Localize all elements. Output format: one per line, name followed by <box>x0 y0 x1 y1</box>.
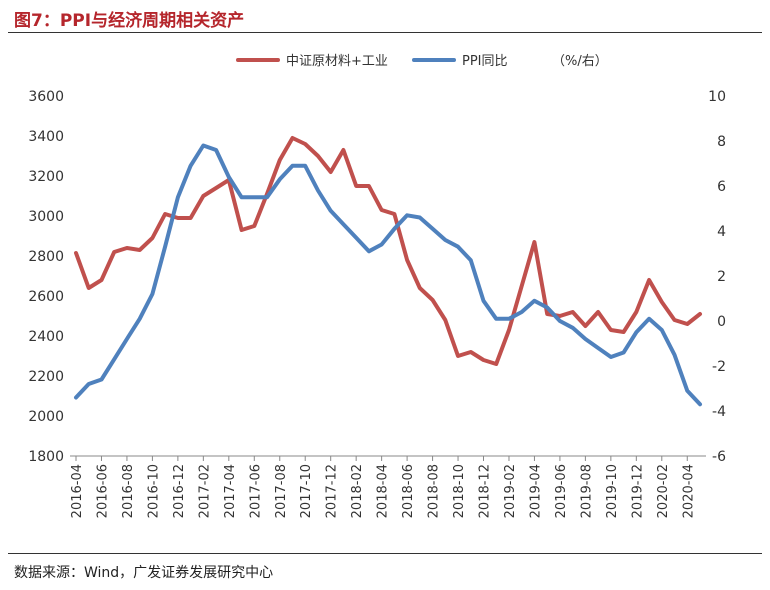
legend: 中证原材料+工业 PPI同比 （%/右） <box>236 54 608 69</box>
x-tick-label: 2019-08 <box>579 464 594 518</box>
x-tick-label: 2017-12 <box>325 464 340 518</box>
chart-title: 图7：PPI与经济周期相关资产 <box>14 11 245 31</box>
y-right-tick-label: -4 <box>712 404 726 420</box>
y-right-tick-label: 4 <box>717 224 726 240</box>
y-right-tick-label: 2 <box>717 269 726 285</box>
x-tick-label: 2020-04 <box>681 464 696 518</box>
x-tick-label: 2017-08 <box>274 464 289 518</box>
y-left-tick-label: 2400 <box>28 329 64 345</box>
x-tick-label: 2018-12 <box>478 464 493 518</box>
x-tick-label: 2016-04 <box>70 464 85 518</box>
series-lines <box>74 136 702 407</box>
series-line-2 <box>74 143 702 407</box>
bottom-rule <box>8 553 762 554</box>
y-left-tick-label: 2200 <box>28 369 64 385</box>
x-tick-label: 2017-04 <box>223 464 238 518</box>
x-tick-label: 2018-04 <box>376 464 391 518</box>
y-left-tick-label: 3200 <box>28 169 64 185</box>
x-tick-label: 2019-04 <box>528 464 543 518</box>
data-source: 数据来源：Wind，广发证券发展研究中心 <box>14 565 274 581</box>
axes: 1800 2000 2200 2400 2600 2800 3000 3200 3400 3600… <box>28 89 726 518</box>
top-rule <box>8 32 762 33</box>
x-tick-label: 2018-08 <box>427 464 442 518</box>
y-right-tick-label: 0 <box>717 314 726 330</box>
y-right-tick-label: 8 <box>717 134 726 150</box>
y-left-tick-label: 2600 <box>28 289 64 305</box>
legend-unit-label: （%/右） <box>552 54 608 69</box>
legend-label-1: 中证原材料+工业 <box>286 54 388 69</box>
x-tick-label: 2016-08 <box>121 464 136 518</box>
series-line-1 <box>74 136 702 366</box>
x-tick-label: 2016-06 <box>95 464 110 518</box>
x-tick-label: 2018-02 <box>350 464 365 518</box>
y-left-tick-label: 1800 <box>28 449 64 465</box>
y-right-tick-label: 10 <box>708 89 726 105</box>
x-tick-label: 2019-02 <box>503 464 518 518</box>
x-tick-label: 2019-10 <box>605 464 620 518</box>
y-left-tick-label: 2800 <box>28 249 64 265</box>
x-tick-label: 2016-10 <box>146 464 161 518</box>
x-tick-label: 2019-06 <box>554 464 569 518</box>
x-tick-label: 2017-02 <box>197 464 212 518</box>
x-tick-label: 2017-10 <box>299 464 314 518</box>
y-left-tick-label: 3000 <box>28 209 64 225</box>
y-left-tick-label: 3400 <box>28 129 64 145</box>
x-tick-label: 2020-02 <box>656 464 671 518</box>
y-right-tick-label: -2 <box>712 359 726 375</box>
x-tick-label: 2017-06 <box>248 464 263 518</box>
x-tick-label: 2018-10 <box>452 464 467 518</box>
x-tick-label: 2016-12 <box>172 464 187 518</box>
y-left-tick-label: 3600 <box>28 89 64 105</box>
x-tick-label: 2019-12 <box>630 464 645 518</box>
x-tick-label: 2018-06 <box>401 464 416 518</box>
legend-label-2: PPI同比 <box>462 54 508 69</box>
y-left-tick-label: 2000 <box>28 409 64 425</box>
y-right-tick-label: 6 <box>717 179 726 195</box>
y-right-tick-label: -6 <box>712 449 726 465</box>
